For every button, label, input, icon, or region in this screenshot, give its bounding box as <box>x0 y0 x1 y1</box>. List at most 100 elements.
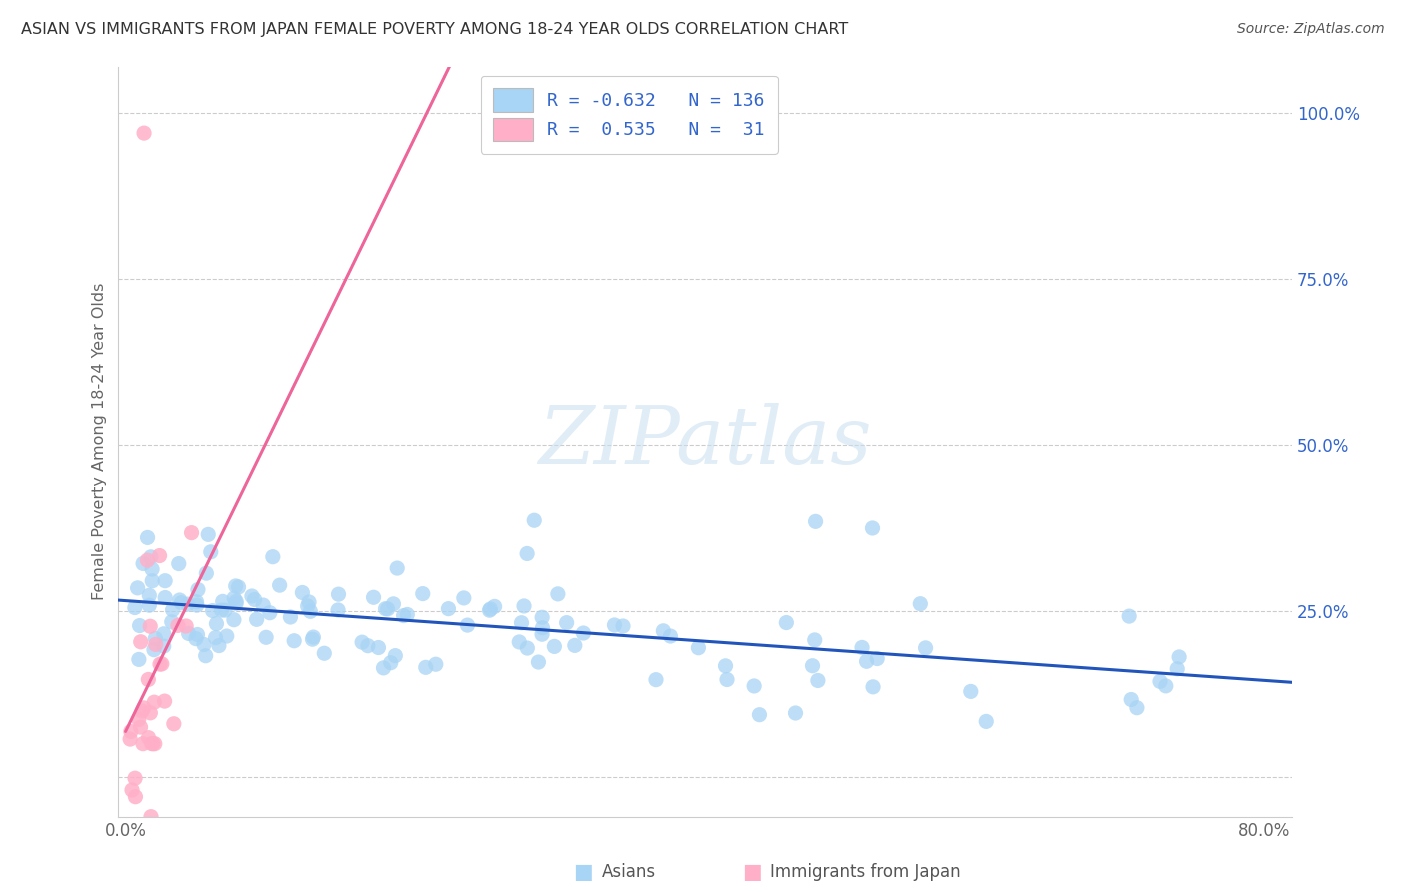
Point <box>855 654 877 668</box>
Text: ■: ■ <box>574 863 593 882</box>
Point <box>437 601 460 615</box>
Point <box>269 578 291 592</box>
Point <box>785 706 807 720</box>
Point <box>866 651 889 665</box>
Text: Source: ZipAtlas.com: Source: ZipAtlas.com <box>1237 22 1385 37</box>
Point <box>302 630 325 644</box>
Point <box>453 591 475 605</box>
Point <box>291 585 314 599</box>
Point <box>205 616 228 631</box>
Y-axis label: Female Poverty Among 18-24 Year Olds: Female Poverty Among 18-24 Year Olds <box>93 283 107 600</box>
Point <box>132 126 155 140</box>
Point <box>714 658 737 673</box>
Point <box>612 619 634 633</box>
Point <box>128 712 150 726</box>
Point <box>222 613 245 627</box>
Point <box>373 661 395 675</box>
Point <box>139 619 162 633</box>
Point <box>377 602 399 616</box>
Point <box>384 648 406 663</box>
Point <box>516 546 538 560</box>
Point <box>297 599 319 613</box>
Point <box>240 589 263 603</box>
Point <box>143 737 166 751</box>
Point <box>195 566 218 581</box>
Point <box>136 553 159 567</box>
Point <box>531 610 554 624</box>
Point <box>200 545 222 559</box>
Point <box>148 549 170 563</box>
Point <box>138 588 160 602</box>
Point <box>138 673 160 687</box>
Point <box>143 642 166 657</box>
Point <box>141 574 163 588</box>
Point <box>177 626 200 640</box>
Point <box>564 639 586 653</box>
Point <box>396 607 419 622</box>
Point <box>478 603 501 617</box>
Point <box>254 630 277 644</box>
Point <box>141 562 163 576</box>
Point <box>129 634 152 648</box>
Point <box>141 737 163 751</box>
Point <box>527 655 550 669</box>
Point <box>516 641 538 656</box>
Point <box>1118 609 1140 624</box>
Point <box>121 783 143 797</box>
Point <box>1154 679 1177 693</box>
Point <box>543 640 565 654</box>
Point <box>716 673 738 687</box>
Point <box>914 640 936 655</box>
Point <box>425 657 447 672</box>
Point <box>124 771 146 785</box>
Point <box>180 525 202 540</box>
Point <box>1166 662 1188 676</box>
Text: Immigrants from Japan: Immigrants from Japan <box>770 863 962 881</box>
Point <box>169 593 191 607</box>
Point <box>301 632 323 647</box>
Point <box>659 629 682 643</box>
Point <box>484 599 506 614</box>
Point <box>1126 700 1149 714</box>
Point <box>160 615 183 629</box>
Point <box>184 632 207 646</box>
Point <box>382 597 405 611</box>
Point <box>138 731 160 745</box>
Point <box>801 658 824 673</box>
Point <box>214 603 236 617</box>
Point <box>124 789 146 804</box>
Point <box>170 596 193 610</box>
Point <box>862 521 884 535</box>
Point <box>1168 649 1191 664</box>
Point <box>531 621 554 635</box>
Point <box>298 595 321 609</box>
Point <box>1121 692 1143 706</box>
Point <box>174 619 197 633</box>
Point <box>138 598 160 612</box>
Point <box>508 635 530 649</box>
Point <box>742 679 765 693</box>
Point <box>149 657 172 672</box>
Point <box>129 720 152 734</box>
Point <box>803 632 825 647</box>
Point <box>246 612 269 626</box>
Point <box>252 598 274 612</box>
Point <box>412 586 434 600</box>
Point <box>456 618 478 632</box>
Point <box>243 592 266 607</box>
Point <box>139 810 162 824</box>
Point <box>176 597 198 611</box>
Point <box>187 582 209 597</box>
Point <box>167 618 190 632</box>
Point <box>132 701 155 715</box>
Point <box>127 581 149 595</box>
Point <box>211 594 233 608</box>
Point <box>385 561 408 575</box>
Point <box>688 640 710 655</box>
Point <box>186 598 208 612</box>
Text: Asians: Asians <box>602 863 655 881</box>
Point <box>136 530 159 544</box>
Point <box>150 657 173 671</box>
Point <box>132 557 155 571</box>
Text: ASIAN VS IMMIGRANTS FROM JAPAN FEMALE POVERTY AMONG 18-24 YEAR OLDS CORRELATION : ASIAN VS IMMIGRANTS FROM JAPAN FEMALE PO… <box>21 22 848 37</box>
